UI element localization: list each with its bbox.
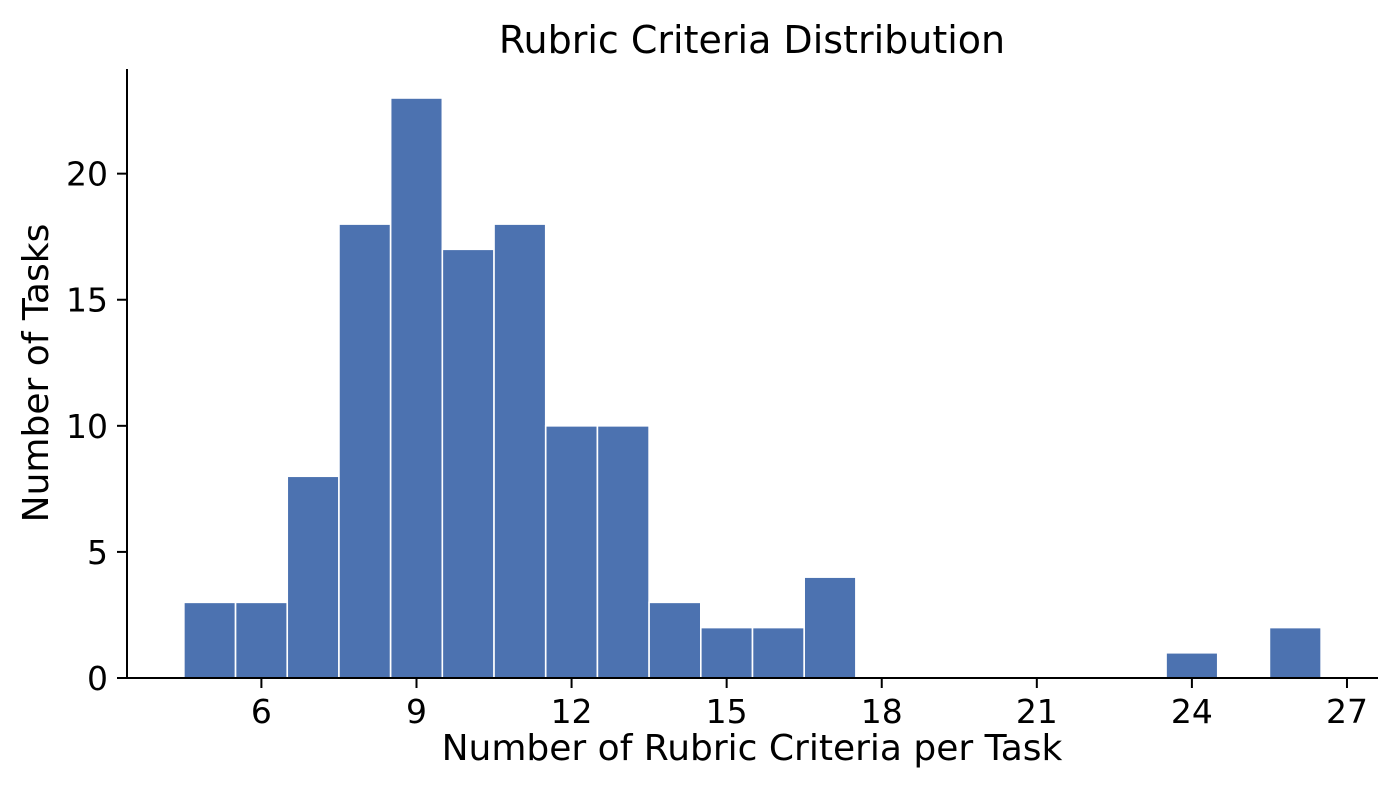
x-axis-label: Number of Rubric Criteria per Task <box>442 728 1063 769</box>
histogram-bar <box>1165 651 1219 679</box>
histogram-bar <box>493 223 547 679</box>
histogram-bar <box>751 626 805 679</box>
x-tick-label: 9 <box>406 692 427 731</box>
y-tick-label: 10 <box>66 407 108 446</box>
x-tick-label: 15 <box>706 692 748 731</box>
x-tick-label: 12 <box>551 692 593 731</box>
x-tick-label: 6 <box>251 692 272 731</box>
histogram-bar <box>803 576 857 679</box>
histogram-bar <box>286 475 340 679</box>
bars-group <box>183 97 1322 679</box>
x-tick-label: 21 <box>1016 692 1058 731</box>
histogram-bar <box>234 601 289 679</box>
histogram-bar <box>338 223 392 679</box>
histogram-bar <box>441 248 495 679</box>
histogram-bar <box>544 425 599 679</box>
y-tick-label: 0 <box>87 659 108 698</box>
histogram-bar <box>700 626 754 679</box>
y-tick-label: 5 <box>87 533 108 572</box>
y-tick-label: 20 <box>66 155 108 194</box>
x-tick-label: 24 <box>1171 692 1213 731</box>
histogram-bar <box>648 601 702 679</box>
y-tick-label: 15 <box>66 281 108 320</box>
chart-title: Rubric Criteria Distribution <box>499 18 1005 62</box>
y-axis-label: Number of Tasks <box>16 224 57 523</box>
x-tick-label: 27 <box>1326 692 1368 731</box>
x-tick-label: 18 <box>861 692 903 731</box>
histogram-bar <box>596 425 650 679</box>
axes-group: 6 9 12 15 18 21 24 27 0 5 10 15 20 <box>66 69 1378 731</box>
histogram-bar <box>183 601 237 679</box>
histogram-bar <box>1268 626 1322 679</box>
histogram-bar <box>389 97 444 679</box>
